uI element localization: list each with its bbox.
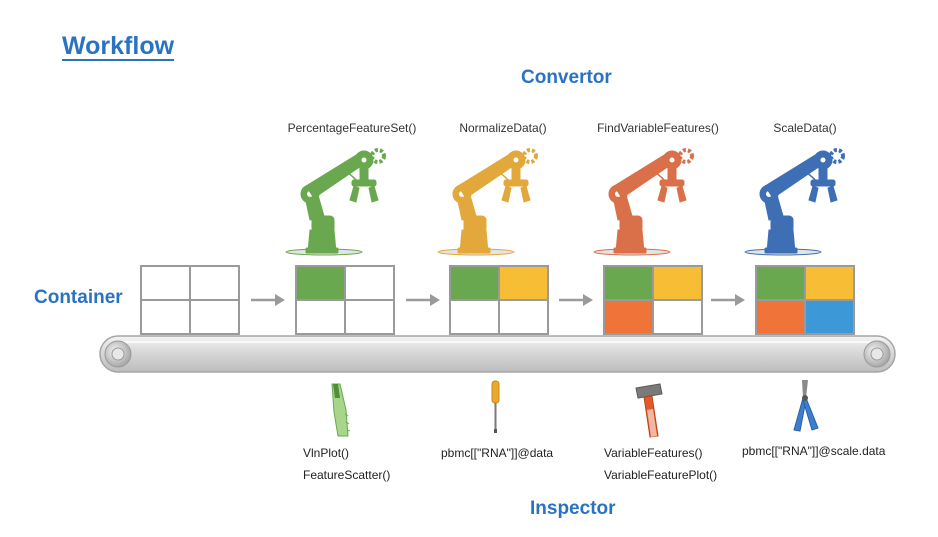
container-cell bbox=[805, 300, 854, 334]
hammer-icon bbox=[635, 383, 663, 438]
robot-arm-icon bbox=[743, 148, 845, 257]
container-cell bbox=[499, 266, 548, 300]
step-function-label: FindVariableFeatures() bbox=[597, 121, 719, 135]
screwdriver-icon bbox=[491, 380, 500, 433]
container-cell bbox=[653, 266, 702, 300]
container-grid bbox=[295, 265, 395, 335]
container-cell bbox=[756, 266, 805, 300]
container-cell bbox=[141, 300, 190, 334]
container-cell bbox=[296, 300, 345, 334]
container-cell bbox=[345, 266, 394, 300]
saw-icon bbox=[331, 383, 351, 437]
inspector-function-label: pbmc[["RNA"]]@data bbox=[441, 446, 554, 460]
container-grid bbox=[755, 265, 855, 335]
inspector-label: Inspector bbox=[530, 498, 616, 519]
container-grid bbox=[140, 265, 240, 335]
conveyor-belt bbox=[99, 335, 896, 373]
inspector-function-label: VariableFeatures() bbox=[604, 446, 703, 460]
container-cell bbox=[653, 300, 702, 334]
arrow-icon bbox=[404, 292, 442, 308]
arrow-icon bbox=[249, 292, 287, 308]
arrow-icon bbox=[709, 292, 747, 308]
convertor-label: Convertor bbox=[521, 67, 612, 88]
pliers-icon bbox=[793, 380, 819, 432]
container-cell bbox=[296, 266, 345, 300]
inspector-function-label: VariableFeaturePlot() bbox=[604, 468, 718, 482]
inspector-function-label: FeatureScatter() bbox=[303, 468, 391, 482]
arrow-icon bbox=[557, 292, 595, 308]
container-cell bbox=[450, 266, 499, 300]
container-cell bbox=[190, 300, 239, 334]
step-function-label: PercentageFeatureSet() bbox=[287, 121, 417, 135]
container-cell bbox=[756, 300, 805, 334]
step-function-label: ScaleData() bbox=[773, 121, 837, 135]
container-cell bbox=[604, 300, 653, 334]
container-cell bbox=[345, 300, 394, 334]
container-cell bbox=[190, 266, 239, 300]
inspector-function-label: pbmc[["RNA"]]@scale.data bbox=[742, 444, 886, 458]
container-cell bbox=[805, 266, 854, 300]
container-cell bbox=[499, 300, 548, 334]
robot-arm-icon bbox=[284, 148, 386, 257]
inspector-function-label: VlnPlot() bbox=[303, 446, 350, 460]
page-title: Workflow bbox=[62, 32, 175, 60]
container-cell bbox=[450, 300, 499, 334]
step-function-label: NormalizeData() bbox=[459, 121, 547, 135]
container-grid bbox=[603, 265, 703, 335]
container-cell bbox=[141, 266, 190, 300]
robot-arm-icon bbox=[436, 148, 538, 257]
robot-arm-icon bbox=[592, 148, 694, 257]
container-cell bbox=[604, 266, 653, 300]
container-label: Container bbox=[34, 287, 123, 308]
container-grid bbox=[449, 265, 549, 335]
